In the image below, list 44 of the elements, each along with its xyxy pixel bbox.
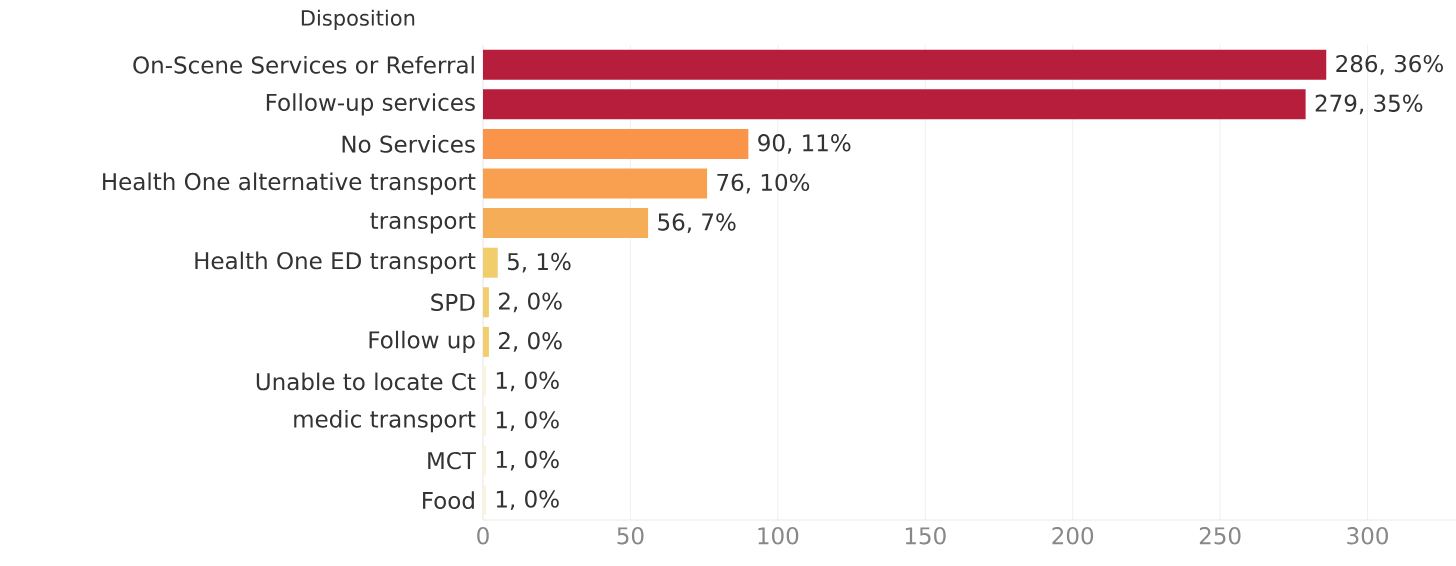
y-tick-label: Food — [423, 491, 474, 510]
y-tick-label: Unable to locate Ct — [256, 372, 476, 391]
bar — [483, 168, 708, 199]
data-label: 56, 7% — [658, 213, 736, 233]
x-tick-label: 100 — [758, 527, 799, 545]
y-tick-label: Follow up — [369, 330, 475, 353]
bar — [483, 89, 1306, 120]
y-tick-label: Health One alternative transport — [103, 172, 476, 195]
x-tick-label: 50 — [617, 527, 644, 545]
bar — [483, 49, 1327, 80]
y-tick-label: No Services — [342, 135, 475, 153]
data-label: 279, 35% — [1315, 94, 1423, 115]
bar — [483, 128, 749, 159]
bar — [483, 247, 498, 278]
x-tick-label: 150 — [905, 527, 946, 545]
data-label: 1, 0% — [496, 411, 559, 431]
data-label: 1, 0% — [496, 371, 559, 392]
y-tick-label: Follow-up services — [266, 93, 475, 116]
data-label: 76, 10% — [717, 173, 810, 194]
bar — [483, 287, 489, 318]
bar — [483, 366, 486, 397]
y-tick-label: medic transport — [294, 409, 476, 433]
y-tick-label: On-Scene Services or Referral — [133, 55, 474, 74]
bar — [483, 485, 486, 516]
bar — [483, 445, 486, 476]
data-label: 2, 0% — [499, 332, 562, 352]
bar — [483, 208, 649, 239]
data-label: 90, 11% — [758, 134, 851, 154]
y-tick-label: MCT — [428, 451, 476, 470]
x-tick-label: 300 — [1347, 527, 1388, 545]
x-tick-label: 0 — [477, 527, 489, 545]
x-tick-label: 250 — [1199, 527, 1241, 545]
data-label: 286, 36% — [1336, 54, 1443, 75]
y-tick-label: Health One ED transport — [195, 251, 476, 274]
y-tick-label: SPD — [431, 293, 475, 311]
y-tick-label: transport — [370, 212, 476, 234]
data-label: 1, 0% — [496, 490, 559, 511]
data-label: 5, 1% — [507, 252, 571, 273]
x-tick-label: 200 — [1052, 527, 1094, 545]
bar — [483, 406, 486, 437]
data-label: 2, 0% — [499, 292, 562, 313]
y-axis-title: Disposition — [301, 9, 415, 30]
data-label: 1, 0% — [496, 450, 559, 471]
bar — [483, 326, 489, 357]
